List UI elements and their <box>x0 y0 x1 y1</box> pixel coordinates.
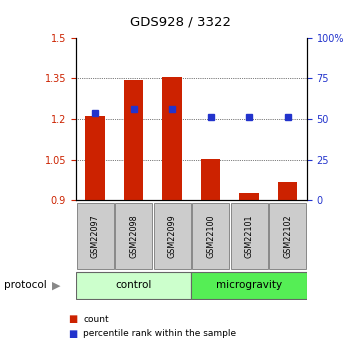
FancyBboxPatch shape <box>269 203 306 269</box>
Text: control: control <box>116 280 152 290</box>
Text: protocol: protocol <box>4 280 46 290</box>
Bar <box>124 80 143 200</box>
FancyBboxPatch shape <box>76 272 191 299</box>
Text: count: count <box>83 315 109 324</box>
Text: GSM22101: GSM22101 <box>245 215 253 258</box>
Text: ■: ■ <box>69 329 78 339</box>
Bar <box>86 116 105 200</box>
Text: GSM22097: GSM22097 <box>91 215 100 258</box>
Bar <box>239 193 259 200</box>
FancyBboxPatch shape <box>231 203 268 269</box>
FancyBboxPatch shape <box>115 203 152 269</box>
Bar <box>162 77 182 200</box>
FancyBboxPatch shape <box>192 203 229 269</box>
Text: GSM22099: GSM22099 <box>168 215 177 258</box>
Text: GSM22098: GSM22098 <box>129 215 138 258</box>
Text: GSM22100: GSM22100 <box>206 215 215 258</box>
Text: GSM22102: GSM22102 <box>283 215 292 258</box>
Text: ■: ■ <box>69 314 78 324</box>
FancyBboxPatch shape <box>77 203 114 269</box>
Text: ▶: ▶ <box>52 280 60 290</box>
Text: percentile rank within the sample: percentile rank within the sample <box>83 329 236 338</box>
Text: microgravity: microgravity <box>216 280 282 290</box>
Bar <box>201 159 220 200</box>
Bar <box>278 182 297 200</box>
FancyBboxPatch shape <box>153 203 191 269</box>
Text: GDS928 / 3322: GDS928 / 3322 <box>130 16 231 29</box>
FancyBboxPatch shape <box>191 272 307 299</box>
